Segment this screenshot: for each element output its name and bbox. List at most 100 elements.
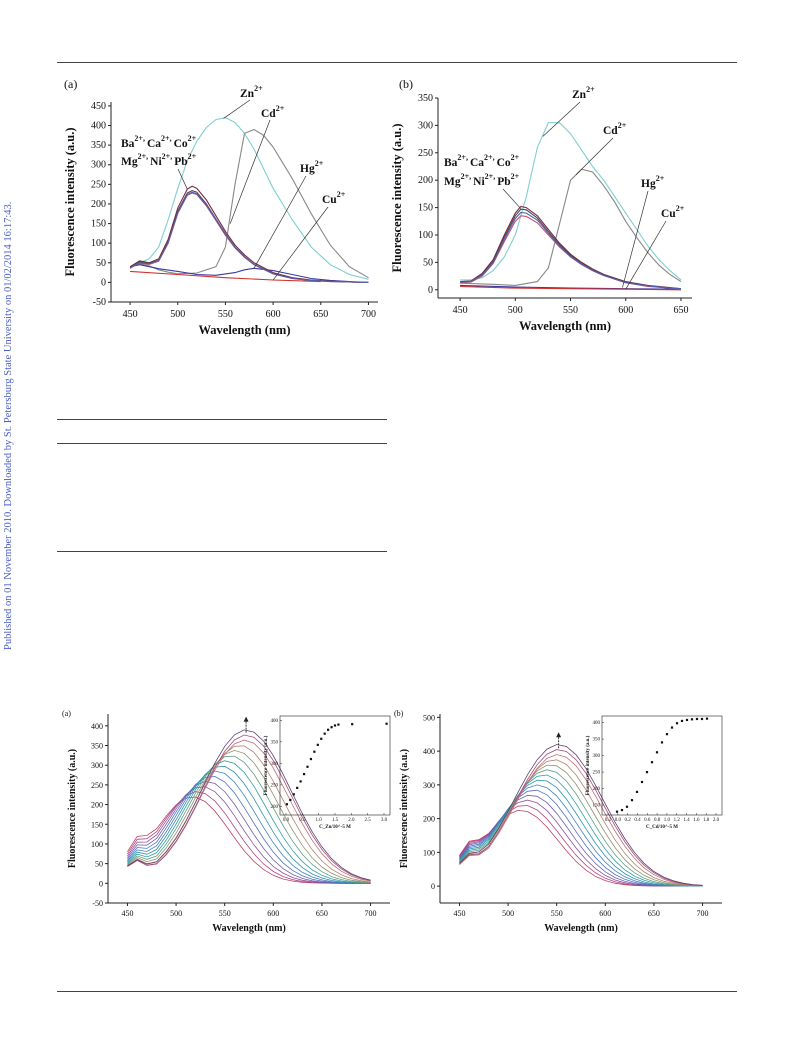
titration-curve (127, 734, 371, 881)
inset-x-tick-label: 0.2 (625, 818, 632, 823)
y-tick-label: 200 (91, 199, 106, 210)
y-tick-label: 300 (91, 160, 106, 171)
y-tick-label: -50 (93, 297, 106, 308)
x-axis-title: Wavelength (nm) (212, 923, 286, 934)
panel-label: (b) (399, 77, 413, 91)
inset-point (705, 717, 709, 720)
titration-curve (127, 765, 371, 884)
inset-point (316, 743, 319, 746)
figure-top-a: -50 0 50 100 150 200 250 300 350 400 450 450 500 550 6… (60, 70, 390, 350)
arrow-group (177, 168, 188, 190)
figure-top-b: 0 50 100 150 200 250 300 350 450 500 550 600 650 Wave… (390, 70, 700, 350)
inset-point (665, 733, 669, 736)
inset-x-tick-label: 1.4 (683, 818, 690, 823)
titration-curve (127, 770, 371, 884)
inset-x-title: C_Cd/10^-5 M (646, 825, 678, 830)
y-tick-label: 50 (423, 257, 433, 268)
watermark-text: Published on 01 November 2010. Downloade… (3, 201, 14, 650)
inset-point (655, 751, 659, 754)
inset-frame (601, 715, 723, 816)
label-zn: Zn2+ (572, 85, 595, 101)
x-tick-label: 450 (453, 909, 465, 918)
x-axis-title: Wavelength (nm) (519, 319, 611, 333)
y-tick-label: 50 (96, 258, 106, 269)
titration-chart-bottom-b: 0 100 200 300 400 500 450 500 550 600 650 700 Wavele… (394, 709, 723, 934)
inset-point (690, 718, 694, 721)
x-tick-label: 700 (697, 909, 709, 918)
x-tick-label: 500 (170, 309, 185, 320)
x-tick-label: 650 (648, 909, 660, 918)
titration-curve (459, 764, 703, 887)
y-tick-label: 400 (423, 747, 435, 756)
inset-x-tick-label: 0.2 (605, 818, 612, 823)
y-tick-label: 400 (91, 722, 103, 731)
x-tick-label: 600 (618, 305, 633, 316)
inset-x-tick-label: 1.8 (703, 818, 710, 823)
inset-point (630, 799, 634, 802)
series-line (129, 264, 369, 283)
titration-curve (127, 749, 371, 883)
x-tick-label: 650 (316, 909, 328, 918)
label-group-line2: Mg2+, Ni2+, Pb2+ (444, 172, 520, 188)
inset-x-tick-label: 0.0 (283, 818, 290, 823)
inset-x-tick-label: 1.6 (693, 818, 700, 823)
inset-point (650, 761, 654, 764)
inset-x-tick-label: 1.2 (674, 818, 681, 823)
series-line (460, 168, 682, 286)
y-tick-label: 200 (423, 815, 435, 824)
inset-x-tick-label: 0.4 (634, 818, 641, 823)
arrow-hg (622, 190, 649, 288)
inset-point (289, 798, 292, 802)
inset-point (320, 737, 323, 740)
arrow-zn (542, 101, 581, 137)
panel-label: (a) (62, 709, 71, 718)
y-tick-label: 100 (91, 238, 106, 249)
label-group-line1: Ba2+, Ca2+, Co2+ (444, 153, 520, 169)
label-cu: Cu2+ (661, 204, 685, 220)
table-bottom-rule (57, 551, 387, 552)
inset-y-tick-label: 400 (271, 719, 279, 724)
inset-point (351, 723, 354, 726)
table-header-rule (57, 443, 387, 444)
inset-point (385, 722, 388, 725)
inset-point (645, 771, 649, 774)
inset-point (620, 808, 624, 812)
inset-x-tick-label: 3.0 (381, 818, 388, 823)
inset-point (292, 793, 295, 796)
titration-curve (459, 784, 703, 887)
label-cu: Cu2+ (322, 190, 346, 206)
inset-x-tick-label: 1.0 (664, 818, 671, 823)
inset-point (640, 780, 644, 784)
y-tick-label: 250 (91, 179, 106, 190)
titration-curve (127, 760, 371, 884)
y-tick-label: 100 (91, 840, 103, 849)
inset-point (660, 741, 664, 744)
inset-point (313, 750, 316, 753)
inset-point (296, 786, 299, 789)
y-axis-title: Fluorescence intensity (a.u.) (390, 123, 404, 272)
titration-curve (127, 776, 371, 884)
titration-curve (459, 799, 703, 887)
x-tick-label: 600 (266, 309, 281, 320)
y-axis-title: Fluorescence intensity (a.u.) (67, 749, 78, 868)
y-tick-label: 50 (95, 860, 103, 869)
y-tick-label: 0 (101, 277, 106, 288)
inset-y-tick-label: 200 (271, 805, 279, 810)
arrow-zn (223, 99, 251, 119)
x-axis-title: Wavelength (nm) (198, 323, 290, 337)
y-tick-label: 200 (418, 175, 433, 186)
inset-y-tick-label: 150 (593, 804, 601, 809)
arrow-group (502, 188, 522, 209)
x-tick-label: 650 (313, 309, 328, 320)
inset-x-tick-label: 2.5 (365, 818, 372, 823)
inset-point (337, 723, 340, 726)
inset-x-title: C_Zn/10^-5 M (319, 825, 351, 830)
y-tick-label: 500 (423, 713, 435, 722)
titration-curve (127, 780, 371, 884)
label-group-line2: Mg2+, Ni2+, Pb2+ (121, 152, 197, 168)
inset-point (306, 765, 309, 768)
y-tick-label: 100 (418, 230, 433, 241)
series-line (130, 270, 321, 283)
inset-y-tick-label: 350 (593, 738, 601, 743)
y-tick-label: 250 (418, 148, 433, 159)
